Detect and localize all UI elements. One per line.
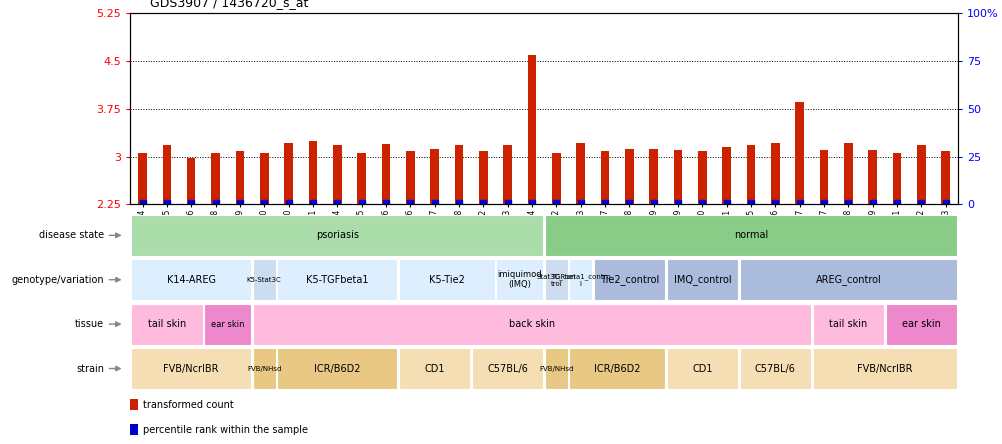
Bar — [916, 145, 925, 204]
Bar — [235, 151, 243, 204]
Bar — [260, 153, 269, 204]
Bar — [544, 215, 956, 256]
Text: strain: strain — [76, 364, 104, 373]
Text: FVB/NcrIBR: FVB/NcrIBR — [857, 364, 912, 373]
Bar — [746, 145, 755, 204]
Text: ICR/B6D2: ICR/B6D2 — [593, 364, 639, 373]
Bar — [131, 304, 202, 345]
Text: FVB/NHsd: FVB/NHsd — [246, 365, 282, 372]
Bar — [479, 151, 487, 204]
Bar — [138, 153, 146, 204]
Text: disease state: disease state — [39, 230, 104, 240]
Bar — [544, 259, 567, 300]
Bar — [593, 259, 664, 300]
Bar — [568, 348, 664, 389]
Bar — [600, 151, 608, 204]
Bar — [333, 145, 341, 204]
Text: tail skin: tail skin — [147, 319, 185, 329]
Bar — [204, 304, 252, 345]
Bar — [309, 141, 317, 204]
Text: ear skin: ear skin — [210, 320, 244, 329]
Bar — [277, 259, 397, 300]
Bar — [576, 143, 584, 204]
Bar — [844, 143, 852, 204]
Text: IMQ_control: IMQ_control — [672, 274, 730, 285]
Bar — [941, 151, 949, 204]
Bar — [795, 103, 804, 204]
Bar — [527, 55, 536, 204]
Bar — [253, 304, 811, 345]
Bar — [568, 259, 591, 300]
Text: CD1: CD1 — [424, 364, 445, 373]
Bar — [624, 149, 633, 204]
Bar — [130, 399, 137, 410]
Bar — [721, 147, 730, 204]
Text: K5-Tie2: K5-Tie2 — [429, 275, 464, 285]
Bar — [130, 424, 137, 435]
Text: ear skin: ear skin — [901, 319, 940, 329]
Bar — [666, 259, 737, 300]
Text: Stat3C_con
trol: Stat3C_con trol — [536, 273, 575, 286]
Text: FVB/NcrIBR: FVB/NcrIBR — [163, 364, 218, 373]
Bar — [868, 150, 876, 204]
Text: CD1: CD1 — [691, 364, 711, 373]
Text: percentile rank within the sample: percentile rank within the sample — [143, 425, 309, 435]
Bar — [666, 348, 737, 389]
Text: psoriasis: psoriasis — [316, 230, 359, 240]
Bar — [503, 145, 511, 204]
Text: back skin: back skin — [508, 319, 554, 329]
Bar — [885, 304, 956, 345]
Bar — [544, 348, 567, 389]
Bar — [551, 153, 560, 204]
Bar — [430, 149, 439, 204]
Bar — [771, 143, 779, 204]
Bar — [253, 259, 276, 300]
Text: K14-AREG: K14-AREG — [166, 275, 215, 285]
Bar — [697, 151, 705, 204]
Bar — [277, 348, 397, 389]
Bar — [673, 150, 681, 204]
Text: K5-Stat3C: K5-Stat3C — [246, 277, 282, 283]
Bar — [284, 143, 293, 204]
Text: Tie2_control: Tie2_control — [599, 274, 658, 285]
Bar — [738, 259, 956, 300]
Text: C57BL/6: C57BL/6 — [755, 364, 795, 373]
Bar — [399, 348, 470, 389]
Text: C57BL/6: C57BL/6 — [487, 364, 527, 373]
Bar — [211, 153, 219, 204]
Text: FVB/NHsd: FVB/NHsd — [538, 365, 573, 372]
Bar — [162, 145, 171, 204]
Bar — [131, 259, 252, 300]
Text: ICR/B6D2: ICR/B6D2 — [314, 364, 360, 373]
Text: GDS3907 / 1436720_s_at: GDS3907 / 1436720_s_at — [150, 0, 309, 9]
Bar — [892, 153, 901, 204]
Text: AREG_control: AREG_control — [815, 274, 881, 285]
Text: imiquimod
(IMQ): imiquimod (IMQ) — [497, 270, 541, 289]
Text: transformed count: transformed count — [143, 400, 233, 410]
Text: tissue: tissue — [75, 319, 104, 329]
Bar — [382, 144, 390, 204]
Bar — [812, 348, 956, 389]
Bar — [738, 348, 811, 389]
Bar — [186, 158, 195, 204]
Bar — [253, 348, 276, 389]
Text: TGFbeta1_contro
l: TGFbeta1_contro l — [550, 273, 610, 286]
Text: genotype/variation: genotype/variation — [11, 275, 104, 285]
Text: K5-TGFbeta1: K5-TGFbeta1 — [306, 275, 368, 285]
Bar — [819, 150, 828, 204]
Bar — [131, 348, 252, 389]
Bar — [496, 259, 543, 300]
Bar — [648, 149, 657, 204]
Bar — [406, 151, 414, 204]
Bar — [454, 145, 463, 204]
Bar — [357, 153, 366, 204]
Text: tail skin: tail skin — [829, 319, 867, 329]
Bar — [399, 259, 494, 300]
Text: normal: normal — [733, 230, 768, 240]
Bar — [812, 304, 883, 345]
Bar — [471, 348, 543, 389]
Bar — [131, 215, 543, 256]
